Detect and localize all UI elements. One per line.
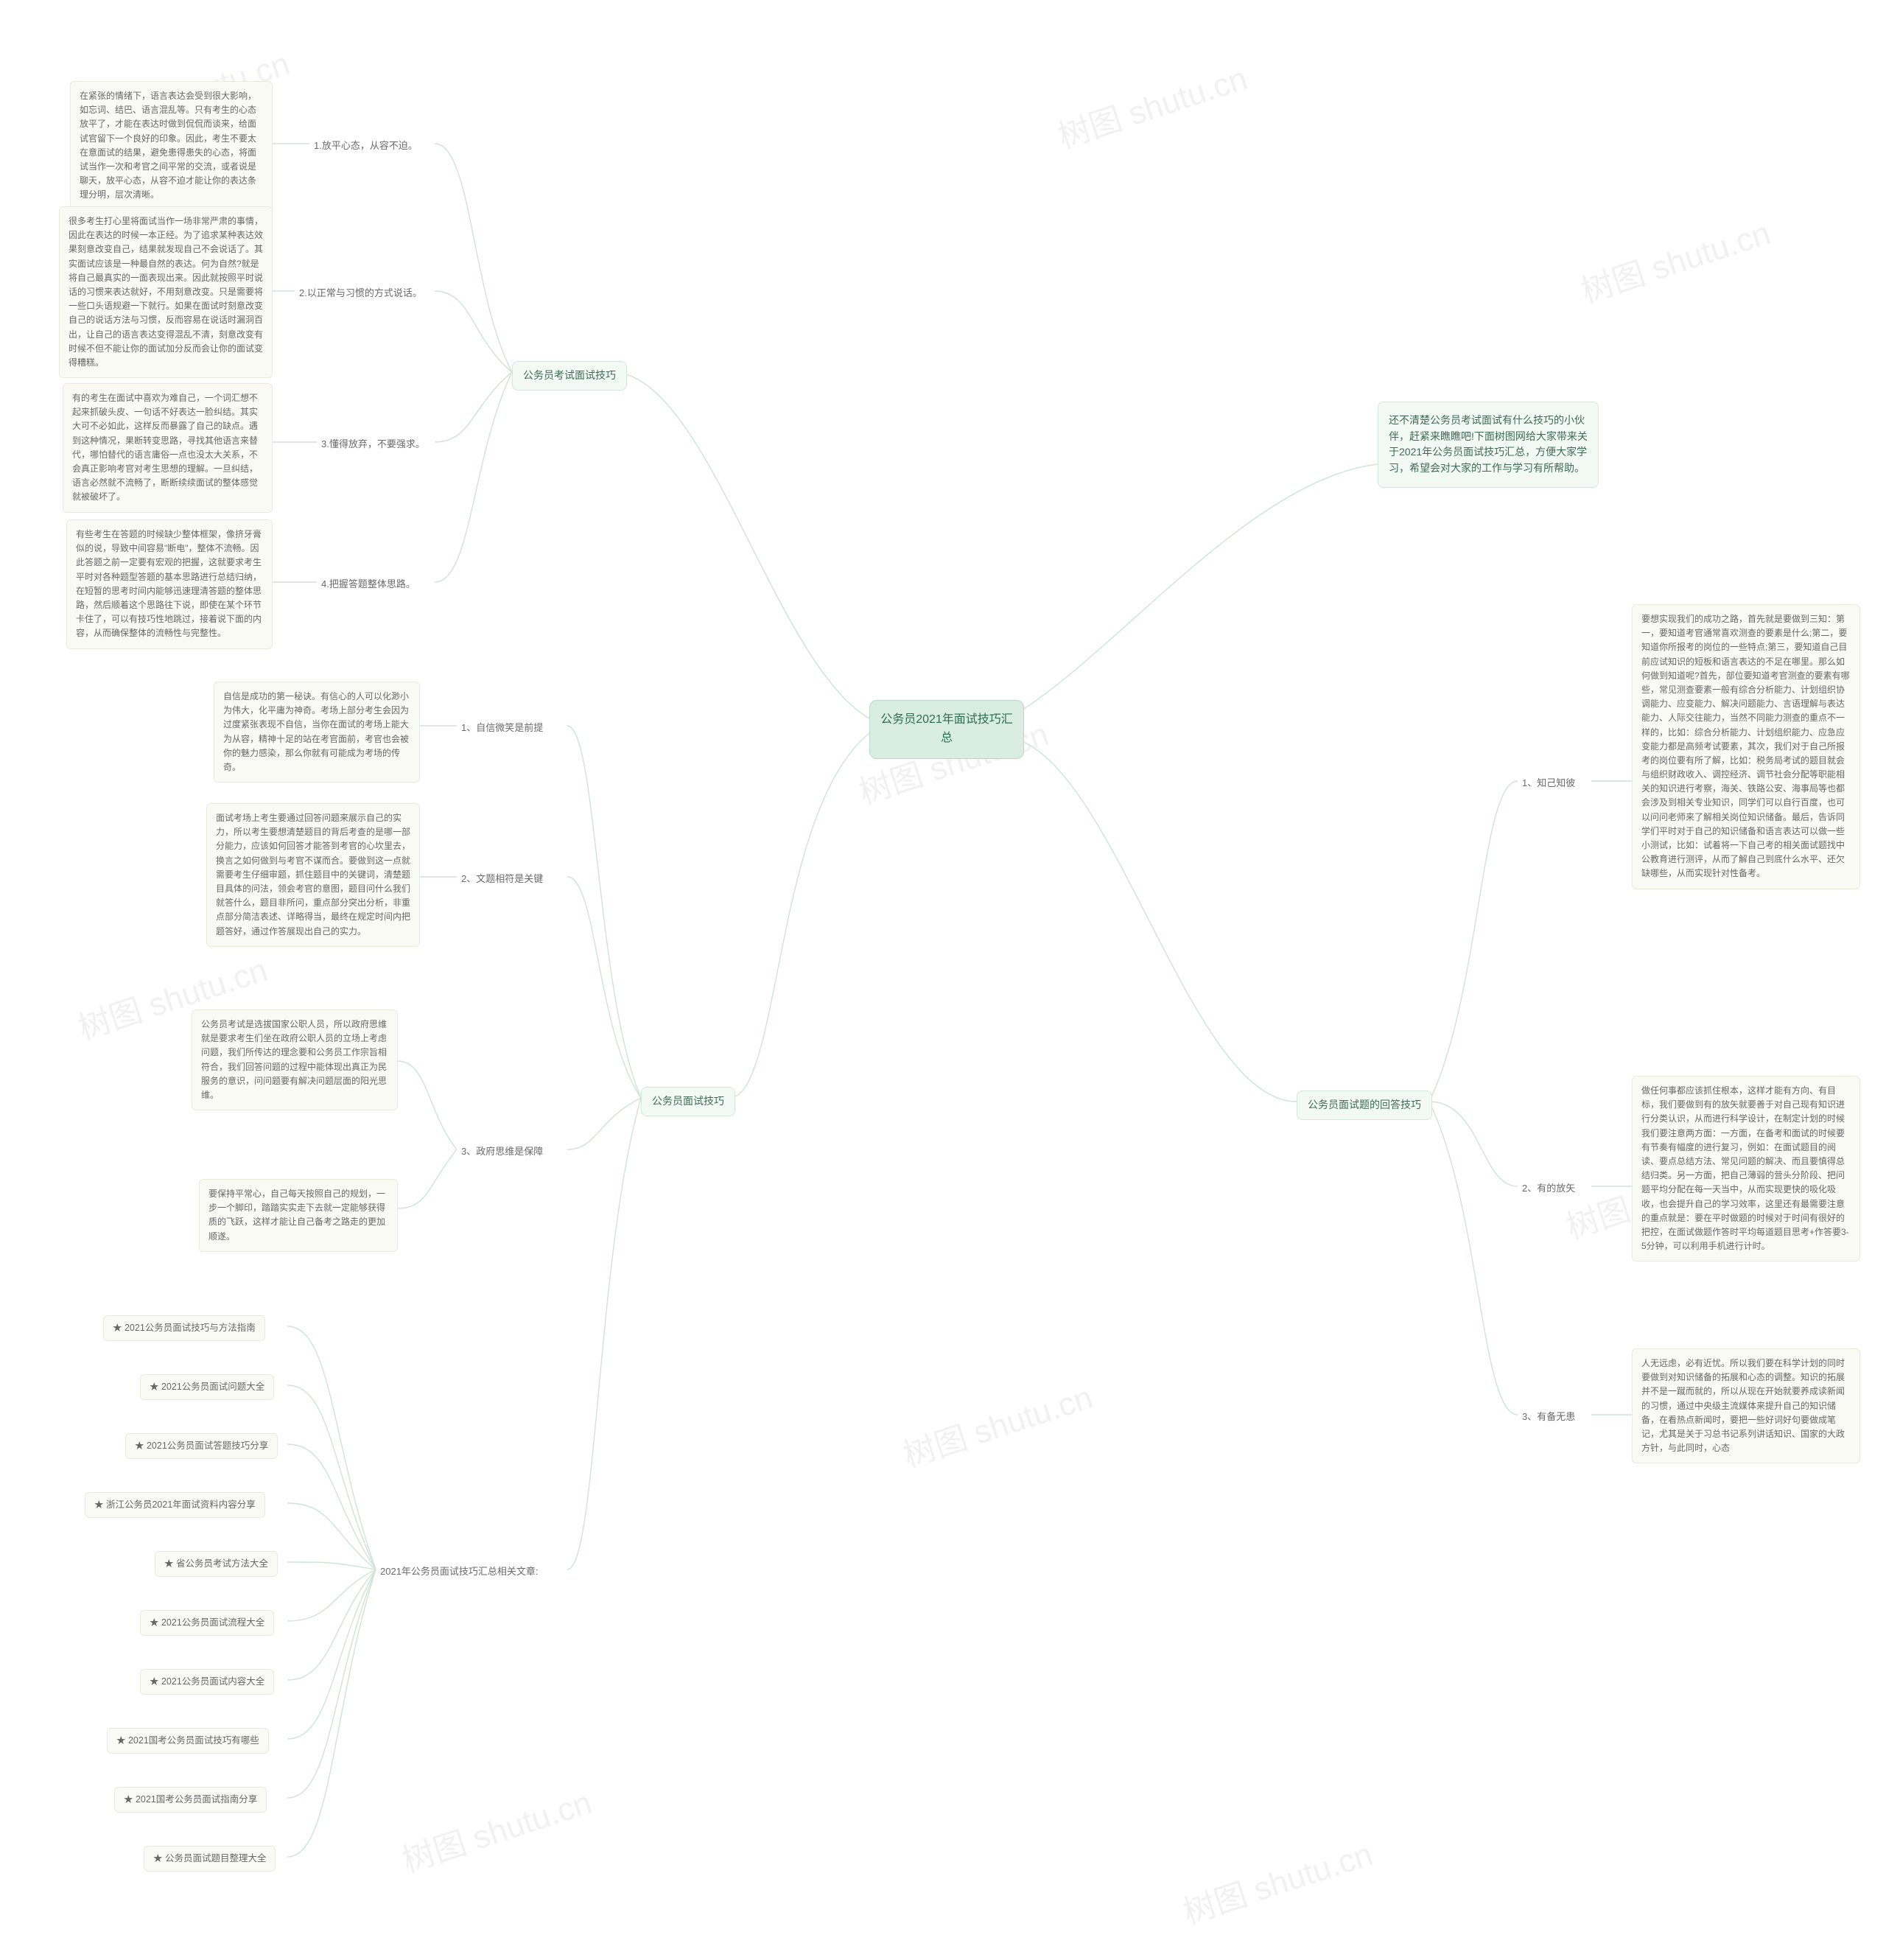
l2-sub-1[interactable]: 1、自信微笑是前提: [457, 718, 547, 738]
right-leaf-1: 要想实现我们的成功之路，首先就是要做到三知：第一，要知道考官通常喜欢测查的要素是…: [1632, 604, 1860, 889]
watermark: 树图 shutu.cn: [1051, 52, 1252, 157]
branch-right[interactable]: 公务员面试题的回答技巧: [1297, 1091, 1432, 1120]
related-item-2[interactable]: ★ 2021公务员面试答题技巧分享: [125, 1433, 278, 1459]
l2-sub-3[interactable]: 3、政府思维是保障: [457, 1142, 547, 1161]
l1-leaf-3: 有的考生在面试中喜欢为难自己，一个词汇想不起来抓破头皮、一句话不好表达一脸纠结。…: [63, 383, 273, 513]
l1-sub-1[interactable]: 1.放平心态，从容不迫。: [309, 136, 422, 155]
related-item-8[interactable]: ★ 2021国考公务员面试指南分享: [114, 1787, 267, 1813]
l1-sub-4[interactable]: 4.把握答题整体思路。: [317, 575, 420, 594]
l2-sub-2[interactable]: 2、文题相符是关键: [457, 869, 547, 889]
right-sub-1[interactable]: 1、知己知彼: [1518, 774, 1580, 793]
branch-left-2[interactable]: 公务员面试技巧: [641, 1087, 735, 1116]
branch-left-1[interactable]: 公务员考试面试技巧: [512, 361, 627, 391]
related-item-3[interactable]: ★ 浙江公务员2021年面试资料内容分享: [85, 1492, 265, 1518]
l2-leaf-2: 面试考场上考生要通过回答问题来展示自己的实力，所以考生要想清楚题目的背后考查的是…: [206, 803, 420, 947]
related-item-1[interactable]: ★ 2021公务员面试问题大全: [140, 1374, 274, 1400]
l1-leaf-4: 有些考生在答题的时候缺少整体框架，像挤牙膏似的说，导致中间容易"断电"，整体不流…: [66, 519, 273, 649]
root-node[interactable]: 公务员2021年面试技巧汇总: [869, 700, 1024, 759]
right-sub-3[interactable]: 3、有备无患: [1518, 1407, 1580, 1427]
l1-leaf-1: 在紧张的情绪下，语言表达会受到很大影响，如忘词、结巴、语言混乱等。只有考生的心态…: [70, 81, 273, 211]
l1-sub-3[interactable]: 3.懂得放弃，不要强求。: [317, 435, 430, 454]
intro-node[interactable]: 还不清楚公务员考试面试有什么技巧的小伙伴，赶紧来瞧瞧吧!下面树图网给大家带来关于…: [1378, 402, 1599, 488]
watermark: 树图 shutu.cn: [396, 1776, 597, 1881]
watermark: 树图 shutu.cn: [1177, 1827, 1378, 1933]
related-item-9[interactable]: ★ 公务员面试题目整理大全: [144, 1846, 276, 1872]
l2-leaf-3a: 公务员考试是选拔国家公职人员，所以政府思维就是要求考生们坐在政府公职人员的立场上…: [192, 1009, 398, 1110]
related-item-4[interactable]: ★ 省公务员考试方法大全: [155, 1551, 278, 1577]
related-item-6[interactable]: ★ 2021公务员面试内容大全: [140, 1669, 274, 1695]
related-item-0[interactable]: ★ 2021公务员面试技巧与方法指南: [103, 1315, 265, 1341]
l1-sub-2[interactable]: 2.以正常与习惯的方式说话。: [295, 284, 427, 303]
watermark: 树图 shutu.cn: [897, 1371, 1098, 1476]
right-leaf-2: 做任何事都应该抓住根本，这样才能有方向、有目标，我们要做到有的放矢就要善于对自己…: [1632, 1076, 1860, 1261]
l2-leaf-1: 自信是成功的第一秘诀。有信心的人可以化渺小为伟大，化平庸为神奇。考场上部分考生会…: [214, 682, 420, 783]
l1-leaf-2: 很多考生打心里将面试当作一场非常严肃的事情，因此在表达的时候一本正经。为了追求某…: [59, 206, 273, 378]
related-item-5[interactable]: ★ 2021公务员面试流程大全: [140, 1610, 274, 1636]
l2-leaf-3b: 要保持平常心，自己每天按照自己的规划，一步一个脚印，踏踏实实走下去就一定能够获得…: [199, 1179, 398, 1252]
connector-layer: [0, 0, 1886, 1960]
related-item-7[interactable]: ★ 2021国考公务员面试技巧有哪些: [107, 1728, 269, 1754]
l2-related-title[interactable]: 2021年公务员面试技巧汇总相关文章:: [376, 1562, 543, 1581]
right-sub-2[interactable]: 2、有的放矢: [1518, 1179, 1580, 1198]
watermark: 树图 shutu.cn: [1574, 206, 1775, 312]
right-leaf-3: 人无远虑，必有近忧。所以我们要在科学计划的同时要做到对知识储备的拓展和心态的调整…: [1632, 1348, 1860, 1463]
